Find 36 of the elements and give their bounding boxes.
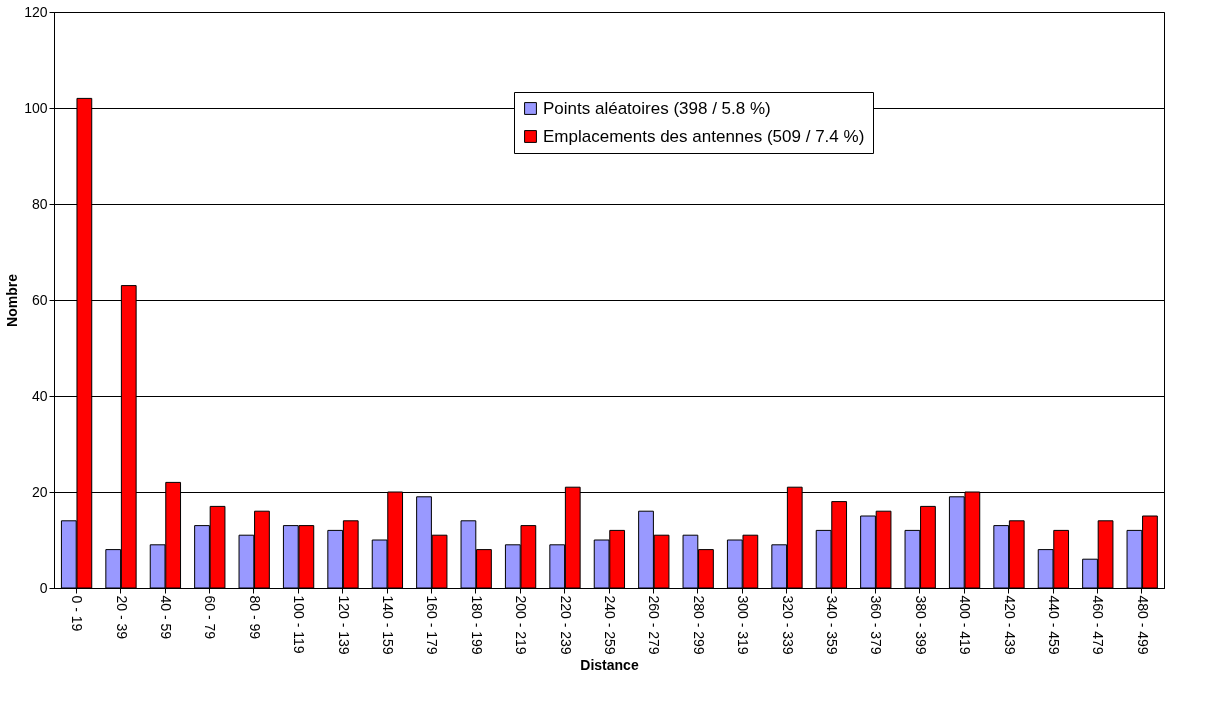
x-tick-label: 20 - 39 [113, 595, 130, 640]
x-tick-label: 260 - 279 [646, 595, 663, 655]
x-tick-label: 400 - 419 [957, 595, 974, 655]
x-tick-label: 360 - 379 [868, 595, 885, 655]
x-tick-label: 480 - 499 [1134, 595, 1151, 655]
x-tick-label: 220 - 239 [557, 595, 574, 655]
x-tick-label: 0 - 19 [69, 595, 86, 632]
y-axis-title: Nombre [4, 273, 21, 327]
x-tick-label: 100 - 119 [291, 595, 308, 654]
x-tick-label: 420 - 439 [1001, 595, 1018, 655]
x-tick-label: 140 - 159 [380, 595, 396, 655]
y-tick-label: 0 [39, 579, 48, 596]
y-tick-label: 120 [24, 3, 48, 20]
x-tick-label: 440 - 459 [1046, 595, 1062, 655]
x-axis-title: Distance [580, 656, 639, 673]
y-tick-label: 80 [31, 195, 48, 212]
x-tick-label: 200 - 219 [513, 595, 530, 655]
legend-label: Points aléatoires (398 / 5.8 %) [543, 98, 771, 118]
x-tick-label: 80 - 99 [246, 595, 263, 640]
x-tick-label: 340 - 359 [824, 595, 840, 655]
y-tick-label: 100 [24, 99, 48, 116]
x-tick-label: 160 - 179 [424, 595, 441, 655]
x-tick-label: 320 - 339 [779, 595, 796, 655]
x-tick-label: 240 - 259 [602, 595, 618, 655]
x-tick-label: 180 - 199 [468, 595, 485, 655]
x-tick-label: 120 - 139 [335, 595, 352, 655]
y-tick-label: 60 [31, 291, 48, 308]
y-tick-label: 20 [31, 483, 48, 500]
x-tick-label: 380 - 399 [912, 595, 929, 655]
legend-label: Emplacements des antennes (509 / 7.4 %) [543, 126, 865, 146]
x-tick-label: 60 - 79 [202, 595, 219, 640]
x-tick-label: 300 - 319 [735, 595, 752, 655]
x-tick-label: 280 - 299 [690, 595, 707, 655]
x-tick-label: 460 - 479 [1090, 595, 1107, 655]
y-tick-label: 40 [31, 387, 48, 404]
x-tick-label: 40 - 59 [158, 595, 174, 640]
